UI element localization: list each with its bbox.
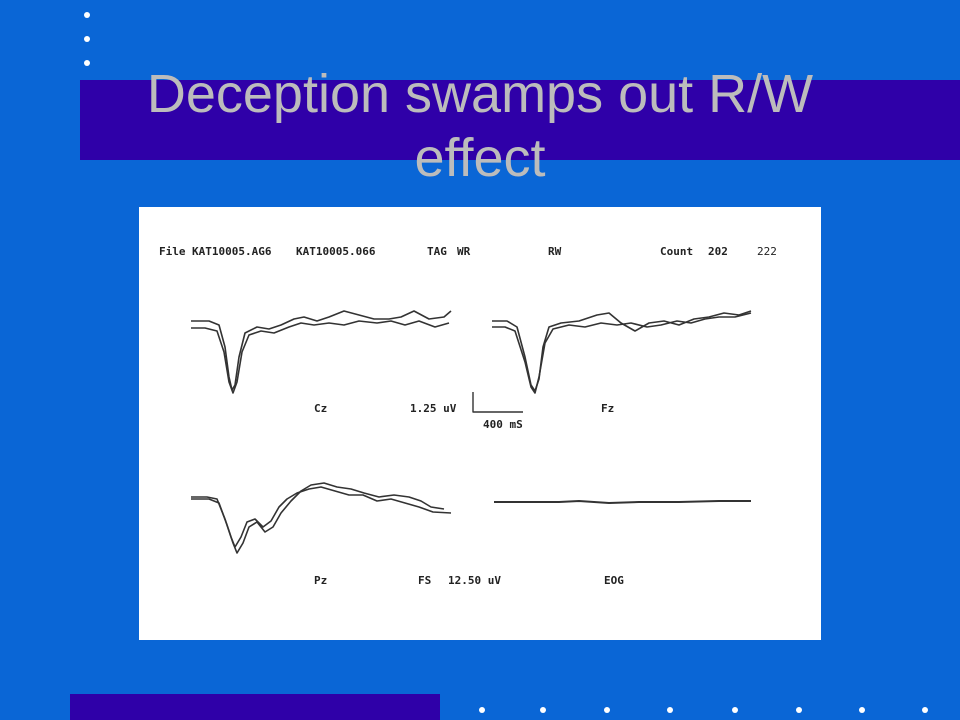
bottom-band	[70, 694, 440, 720]
decor-dot	[667, 707, 673, 713]
file-label: File	[159, 245, 186, 258]
waveform-fz-1	[492, 310, 752, 392]
scale-bar	[472, 392, 523, 413]
waveform-eog	[494, 500, 751, 504]
channel-label-eog: EOG	[604, 574, 624, 587]
decor-dot	[604, 707, 610, 713]
count-value-1: 202	[708, 245, 728, 258]
decor-dot	[84, 36, 90, 42]
waveform-cz-2	[191, 320, 450, 394]
count-value-2: 222	[757, 245, 777, 258]
file-name-2: KAT10005.066	[296, 245, 376, 258]
channel-label-pz: Pz	[314, 574, 328, 587]
rw-label: RW	[548, 245, 562, 258]
erp-figure: File KAT10005.AG6 KAT10005.066 TAG WR RW…	[139, 207, 821, 640]
tag-label: TAG	[427, 245, 447, 258]
waveform-pz-1	[191, 482, 445, 554]
tag-value: WR	[457, 245, 471, 258]
waveform-fz-2	[492, 312, 752, 394]
count-label: Count	[660, 245, 694, 258]
decor-dot	[84, 12, 90, 18]
channel-label-cz: Cz	[314, 402, 328, 415]
waveform-cz-1	[191, 310, 452, 391]
decor-dot	[540, 707, 546, 713]
decor-dot	[84, 60, 90, 66]
slide-title: Deception swamps out R/W effect	[146, 64, 814, 188]
decor-dot	[796, 707, 802, 713]
scale-amplitude: 1.25 uV	[410, 402, 457, 415]
waveform-pz-2	[191, 486, 452, 548]
decor-dot	[479, 707, 485, 713]
decor-dot	[732, 707, 738, 713]
fs-label: FS	[418, 574, 432, 587]
decor-dot	[859, 707, 865, 713]
scale-time: 400 mS	[483, 418, 523, 431]
decor-dot	[922, 707, 928, 713]
fs-value: 12.50 uV	[448, 574, 501, 587]
waveform-plot	[191, 310, 752, 554]
channel-label-fz: Fz	[601, 402, 615, 415]
title-band	[80, 80, 960, 160]
file-name-1: KAT10005.AG6	[192, 245, 272, 258]
